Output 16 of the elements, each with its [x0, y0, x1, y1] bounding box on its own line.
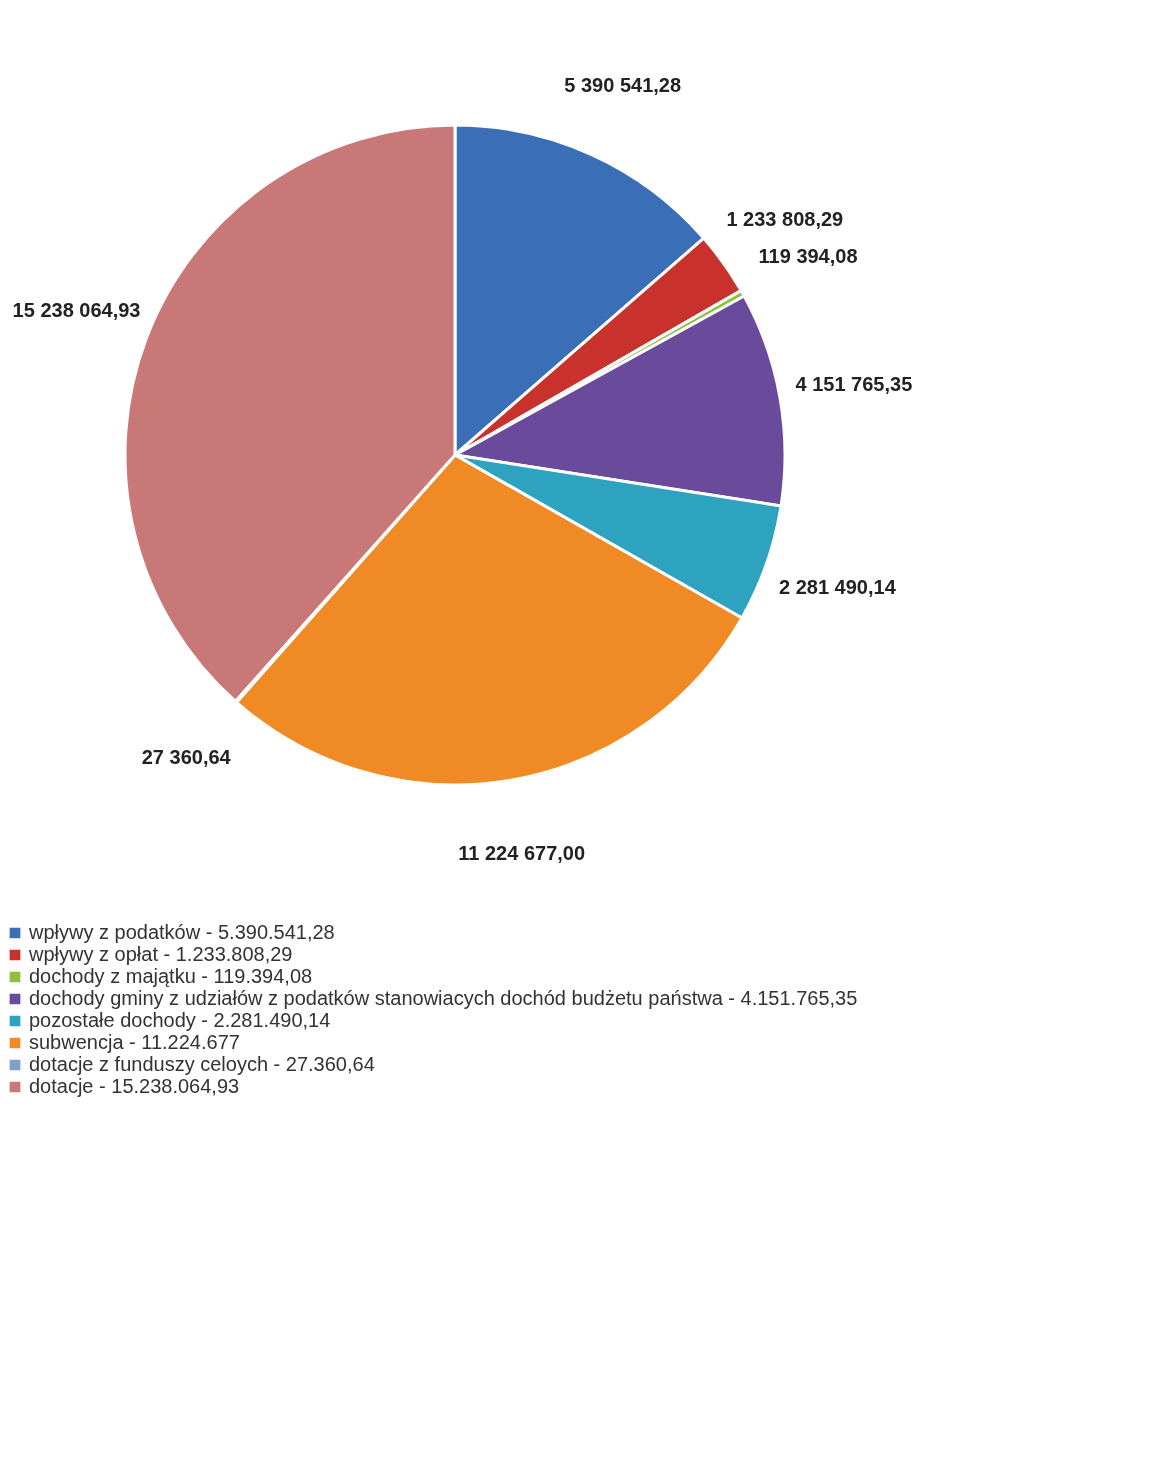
legend-label: dochody z majątku - 119.394,08 [29, 965, 313, 987]
legend-label: subwencja - 11.224.677 [29, 1031, 240, 1053]
legend-label: dochody gminy z udziałów z podatków stanowiacych dochód budżetu państwa - 4.151.765,35 [29, 987, 858, 1009]
legend-label: dotacje z funduszy celoych - 27.360,64 [29, 1053, 375, 1075]
legend-label: wpływy z podatków - 5.390.541,28 [28, 921, 335, 943]
legend-label: wpływy z opłat - 1.233.808,29 [28, 943, 293, 965]
data-label: 27 360,64 [141, 745, 232, 768]
legend-label: pozostałe dochody - 2.281.490,14 [29, 1009, 331, 1031]
data-label: 11 224 677,00 [458, 842, 586, 865]
data-label: 5 390 541,28 [564, 74, 682, 97]
data-label: 119 394,08 [758, 244, 858, 267]
data-label: 1 233 808,29 [726, 207, 844, 230]
legend-label: dotacje - 15.238.064,93 [29, 1075, 240, 1097]
data-label: 15 238 064,93 [12, 298, 141, 321]
data-label: 4 151 765,35 [795, 372, 913, 395]
data-label: 2 281 490,14 [779, 576, 897, 599]
